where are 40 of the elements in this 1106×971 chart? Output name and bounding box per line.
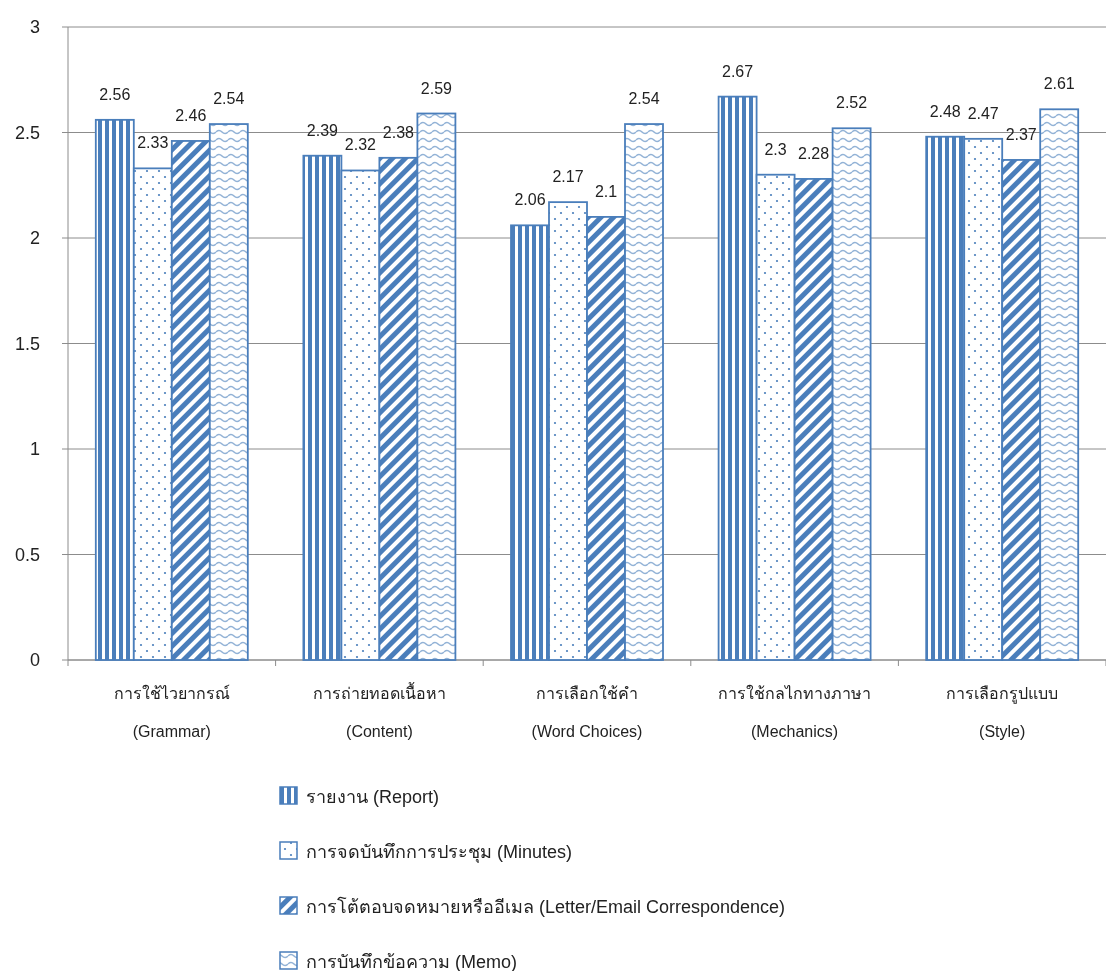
data-label: 2.54 — [213, 90, 245, 108]
data-label: 2.17 — [552, 168, 584, 186]
xtick: (Content) — [346, 723, 413, 740]
data-label: 2.33 — [137, 134, 169, 152]
data-label: 2.61 — [1043, 75, 1075, 93]
xtick: การใช้กลไกทางภาษา — [718, 685, 872, 702]
data-label: 2.48 — [929, 102, 961, 120]
legend-text: การบันทึกข้อความ (Memo) — [306, 952, 517, 971]
ytick: 3 — [30, 17, 40, 37]
data-label: 2.32 — [344, 136, 376, 154]
data-label: 2.06 — [514, 191, 546, 209]
xtick: (Style) — [979, 723, 1026, 740]
legend-text: การโต้ตอบจดหมายหรืออีเมล (Letter/Email Correspondence) — [306, 897, 786, 917]
xtick: (Mechanics) — [751, 723, 839, 740]
ytick: 0 — [30, 650, 40, 670]
ytick: 2 — [30, 228, 40, 248]
xtick: การเลือกรูปแบบ — [946, 685, 1059, 702]
ytick: 1 — [30, 439, 40, 459]
data-label: 2.59 — [420, 79, 452, 97]
xtick: (Word Choices) — [531, 723, 643, 740]
data-label: 2.67 — [722, 62, 754, 80]
ytick: 0.5 — [14, 544, 40, 565]
data-label: 2.54 — [628, 90, 660, 108]
data-label: 2.38 — [382, 123, 414, 141]
data-label: 2.37 — [1005, 125, 1037, 143]
data-label: 2.3 — [764, 140, 787, 158]
data-label: 2.39 — [306, 121, 338, 139]
xtick: (Grammar) — [132, 723, 211, 740]
ytick: 1.5 — [14, 333, 40, 354]
data-label: 2.1 — [594, 182, 618, 200]
legend-text: การจดบันทึกการประชุม (Minutes) — [306, 842, 572, 862]
data-label: 2.28 — [798, 144, 830, 162]
data-label: 2.46 — [175, 106, 207, 124]
data-label: 2.56 — [99, 85, 131, 103]
data-label: 2.52 — [836, 94, 868, 112]
ytick: 2.5 — [14, 122, 40, 143]
xtick: การใช้ไวยากรณ์ — [113, 685, 230, 702]
data-label: 2.47 — [967, 104, 999, 122]
xtick: การเลือกใช้คำ — [536, 685, 638, 702]
legend-text: รายงาน (Report) — [306, 787, 439, 807]
